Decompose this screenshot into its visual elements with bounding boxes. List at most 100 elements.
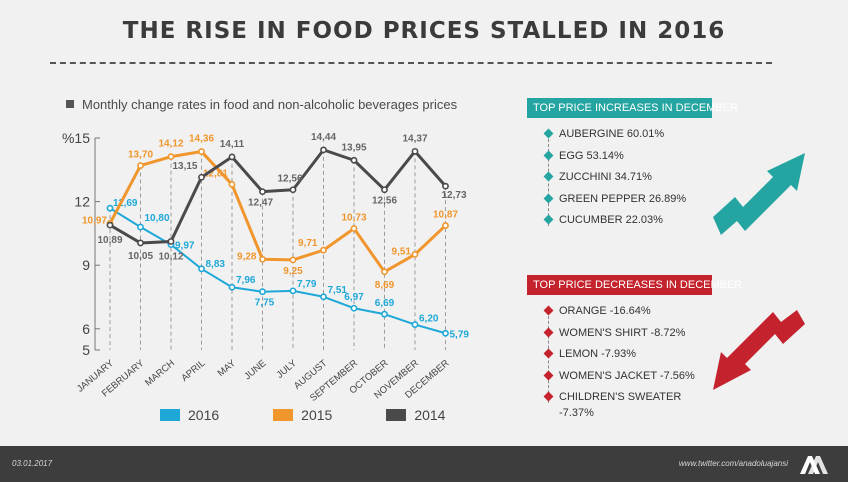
data-label-2016: 6,20 bbox=[419, 314, 439, 325]
data-point-2016 bbox=[381, 310, 388, 318]
data-label-2014: 10,89 bbox=[97, 235, 122, 246]
data-point-2015 bbox=[259, 255, 266, 263]
chart-subtitle: Monthly change rates in food and non-alc… bbox=[66, 97, 457, 112]
decreases-panel: TOP PRICE DECREASES IN DECEMBER ORANGE -… bbox=[527, 275, 742, 419]
data-label-2016: 7,51 bbox=[328, 285, 348, 296]
legend-swatch-2015 bbox=[273, 409, 294, 421]
data-point-2016 bbox=[320, 293, 327, 301]
bullet-square-icon bbox=[66, 100, 74, 108]
list-item: ORANGE -16.64% bbox=[545, 303, 712, 325]
data-label-2015: 10,87 bbox=[433, 210, 458, 221]
data-label-2015: 14,36 bbox=[189, 134, 214, 145]
footer-bar: 03.01.2017 www.twitter.com/anadoluajansi bbox=[0, 446, 848, 482]
data-label-2016: 6,97 bbox=[344, 292, 364, 303]
data-label-2016: 10,80 bbox=[145, 213, 170, 224]
data-label-2016: 11,69 bbox=[113, 198, 138, 209]
list-item: ZUCCHINI 34.71% bbox=[545, 169, 712, 191]
data-point-2014 bbox=[320, 146, 327, 154]
data-point-2014 bbox=[106, 221, 114, 229]
list-item: CHILDREN'S SWEATER -7.37% bbox=[545, 389, 712, 419]
list-item: EGG 53.14% bbox=[545, 148, 712, 170]
data-label-2016: 6,69 bbox=[375, 298, 395, 309]
footer-twitter-link[interactable]: www.twitter.com/anadoluajansi bbox=[678, 459, 788, 468]
data-label-2015: 8,69 bbox=[375, 280, 395, 291]
data-point-2014 bbox=[411, 147, 419, 155]
legend-label-2015: 2015 bbox=[301, 407, 333, 423]
data-label-2015: 13,70 bbox=[128, 150, 153, 161]
list-item: WOMEN'S JACKET -7.56% bbox=[545, 368, 712, 390]
data-point-2015 bbox=[442, 222, 449, 229]
data-point-2016 bbox=[289, 287, 297, 295]
list-item: AUBERGINE 60.01% bbox=[545, 126, 712, 148]
trend-up-arrow-icon bbox=[713, 153, 805, 235]
data-point-2014 bbox=[137, 239, 144, 247]
increases-heading: TOP PRICE INCREASES IN DECEMBER bbox=[527, 98, 738, 118]
data-label-2016: 7,75 bbox=[255, 298, 275, 309]
data-point-2016 bbox=[442, 329, 449, 337]
data-point-2015 bbox=[411, 250, 419, 258]
footer-date: 03.01.2017 bbox=[12, 459, 53, 468]
x-tick-label: JUNE bbox=[242, 358, 268, 382]
data-point-2016 bbox=[228, 283, 236, 291]
anadolu-agency-logo-icon bbox=[800, 456, 828, 474]
data-point-2015 bbox=[228, 181, 236, 188]
data-point-2014 bbox=[167, 238, 175, 245]
data-label-2014: 14,11 bbox=[220, 139, 245, 150]
data-point-2015 bbox=[350, 225, 358, 232]
chart-legend: 2016 2015 2014 bbox=[160, 407, 445, 423]
legend-swatch-2016 bbox=[160, 409, 180, 421]
data-label-2015: 9,51 bbox=[392, 246, 412, 257]
data-label-2016: 8,83 bbox=[206, 259, 226, 270]
data-label-2014: 10,05 bbox=[128, 251, 153, 262]
list-item: GREEN PEPPER 26.89% bbox=[545, 191, 712, 213]
data-label-2015: 9,28 bbox=[237, 251, 257, 262]
data-point-2015 bbox=[167, 153, 175, 161]
data-label-2015: 14,12 bbox=[158, 139, 183, 150]
page-title: THE RISE IN FOOD PRICES STALLED IN 2016 bbox=[122, 18, 726, 44]
chart-subtitle-text: Monthly change rates in food and non-alc… bbox=[82, 97, 458, 112]
y-tick-label: 12 bbox=[74, 194, 90, 210]
data-point-2015 bbox=[198, 148, 205, 155]
legend-item-2014: 2014 bbox=[386, 407, 445, 423]
data-label-2015: 9,25 bbox=[283, 266, 303, 277]
legend-item-2015: 2015 bbox=[273, 407, 332, 423]
data-label-2016: 7,79 bbox=[297, 279, 317, 290]
data-point-2014 bbox=[350, 156, 358, 164]
data-point-2015 bbox=[381, 268, 388, 276]
data-label-2014: 14,37 bbox=[402, 133, 427, 144]
data-point-2015 bbox=[137, 162, 144, 169]
data-label-2015: 10,97 bbox=[82, 215, 107, 226]
data-label-2014: 13,15 bbox=[172, 161, 197, 172]
data-label-2015: 10,73 bbox=[341, 213, 366, 224]
x-tick-label: APRIL bbox=[179, 358, 207, 384]
data-point-2016 bbox=[137, 223, 144, 231]
data-label-2014: 12,73 bbox=[442, 190, 467, 201]
data-label-2015: 9,71 bbox=[298, 238, 318, 249]
data-point-2014 bbox=[259, 188, 266, 196]
y-tick-label: 9 bbox=[82, 257, 90, 273]
data-point-2015 bbox=[289, 256, 297, 264]
y-tick-label: 6 bbox=[82, 321, 90, 337]
data-point-2015 bbox=[320, 246, 327, 254]
data-label-2014: 13,95 bbox=[341, 142, 366, 153]
trend-down-arrow-icon bbox=[713, 310, 805, 390]
list-item: LEMON -7.93% bbox=[545, 346, 712, 368]
title-divider bbox=[50, 62, 772, 64]
data-point-2016 bbox=[350, 304, 358, 312]
data-label-2014: 12,56 bbox=[372, 196, 397, 207]
decreases-heading: TOP PRICE DECREASES IN DECEMBER bbox=[527, 275, 742, 295]
list-item: WOMEN'S SHIRT -8.72% bbox=[545, 325, 712, 347]
series-line-2016 bbox=[109, 207, 446, 335]
y-tick-label: 5 bbox=[82, 342, 90, 358]
data-point-2014 bbox=[198, 173, 205, 181]
data-point-2016 bbox=[106, 204, 114, 212]
data-label-2014: 14,44 bbox=[311, 132, 336, 143]
data-point-2016 bbox=[198, 265, 205, 273]
decreases-list: ORANGE -16.64% WOMEN'S SHIRT -8.72% LEMO… bbox=[527, 303, 712, 419]
increases-panel: TOP PRICE INCREASES IN DECEMBER AUBERGIN… bbox=[527, 98, 738, 234]
data-label-2014: 12,47 bbox=[248, 198, 273, 209]
data-point-2014 bbox=[442, 182, 449, 190]
legend-swatch-2014 bbox=[386, 409, 407, 421]
data-point-2016 bbox=[259, 288, 266, 296]
